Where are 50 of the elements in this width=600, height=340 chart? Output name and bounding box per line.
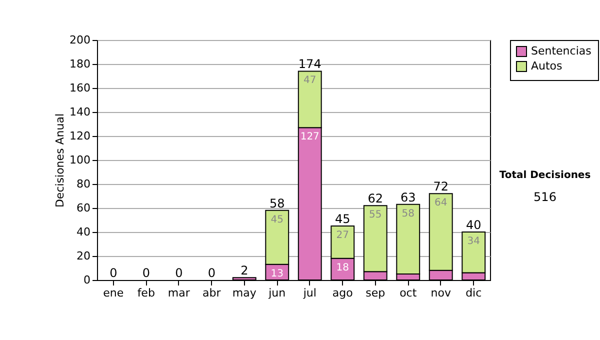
y-tick-label: 60	[76, 202, 90, 214]
total-label: 45	[334, 212, 350, 226]
y-tick-label: 120	[70, 130, 90, 142]
text: 516	[532, 190, 558, 204]
y-tick-label: 80	[76, 178, 90, 190]
data-label: 55	[369, 210, 382, 221]
y-tick-label: 20	[76, 250, 90, 262]
data-label: 45	[270, 214, 284, 226]
total-label: 174	[298, 57, 322, 72]
legend-label: Sentencias	[531, 44, 592, 58]
x-tick-label: sep	[366, 286, 386, 300]
x-tick-label: jul	[302, 286, 316, 300]
y-tick-label: 200	[70, 34, 90, 46]
x-tick-label: jun	[268, 286, 286, 300]
x-tick-label: may	[232, 286, 257, 300]
data-label: 64	[434, 198, 448, 209]
x-tick-label: abr	[202, 286, 222, 300]
total-label: 72	[433, 180, 449, 194]
x-tick-label: ene	[103, 286, 124, 300]
x-tick-label: dic	[466, 286, 482, 300]
data-label: 47	[304, 75, 316, 86]
y-tick-label: 180	[70, 58, 90, 70]
text: Total Decisiones	[498, 170, 592, 181]
total-label: 40	[466, 218, 482, 232]
legend-label: Autos	[531, 60, 563, 72]
total-label: 0	[142, 266, 150, 280]
y-axis-title: Decisiones Anual	[54, 113, 67, 208]
x-tick-label: oct	[400, 286, 418, 300]
y-tick-label: 0	[84, 274, 90, 286]
y-tick-label: 160	[70, 82, 90, 94]
data-label: 58	[402, 208, 414, 220]
total-label: 63	[400, 190, 416, 204]
y-tick-label: 140	[70, 106, 90, 118]
data-label: 18	[336, 262, 349, 274]
x-tick-label: ago	[332, 286, 354, 300]
total-label: 2	[240, 264, 248, 278]
y-tick-label: 40	[76, 226, 90, 238]
x-tick-label: feb	[137, 286, 155, 300]
total-label: 0	[175, 266, 183, 280]
data-label: 27	[336, 230, 349, 241]
total-label: 62	[368, 192, 384, 206]
y-tick-label: 100	[70, 154, 90, 166]
x-tick-label: nov	[430, 286, 452, 300]
data-label: 127	[300, 132, 320, 143]
total-label: 0	[208, 266, 216, 280]
total-label: 0	[110, 266, 118, 280]
data-label: 13	[270, 268, 284, 280]
data-label: 34	[467, 236, 480, 247]
total-label: 58	[269, 196, 285, 210]
x-tick-label: mar	[168, 286, 190, 300]
